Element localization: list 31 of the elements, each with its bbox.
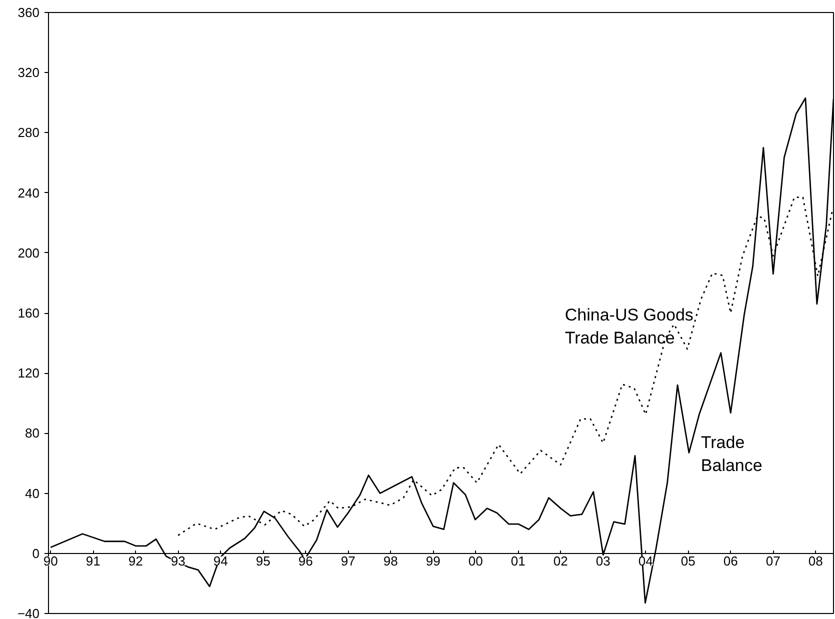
- series-label: Trade Balance: [700, 433, 762, 475]
- x-tick-label: 00: [468, 553, 483, 568]
- y-tick-label: 320: [18, 65, 40, 80]
- y-tick-label: 0: [32, 546, 40, 561]
- y-tick-label: 80: [25, 426, 40, 441]
- y-tick-label: 160: [18, 306, 40, 320]
- x-tick-label: 90: [43, 553, 58, 568]
- x-tick-label: 03: [596, 553, 610, 568]
- x-tick-label: 91: [86, 553, 100, 568]
- x-tick-label: 07: [766, 553, 780, 568]
- y-tick-label: 240: [18, 185, 40, 200]
- y-tick-label: 40: [25, 486, 40, 501]
- x-tick-label: 08: [808, 553, 823, 568]
- x-tick-label: 04: [638, 553, 653, 568]
- x-tick-label: 99: [426, 553, 440, 568]
- x-tick-label: 94: [213, 553, 228, 568]
- y-tick-label: 120: [18, 366, 40, 381]
- x-tick-label: 95: [256, 553, 270, 568]
- y-tick-label: 200: [18, 245, 40, 260]
- y-tick-label: −40: [17, 606, 40, 619]
- x-tick-label: 01: [510, 553, 526, 568]
- x-tick-label: 97: [340, 553, 356, 568]
- x-tick-label: 93: [170, 553, 186, 568]
- x-tick-label: 05: [680, 553, 696, 568]
- x-tick-label: 98: [383, 553, 398, 568]
- y-tick-label: 280: [18, 125, 40, 140]
- y-tick-label: 360: [18, 5, 40, 20]
- x-tick-label: 02: [553, 553, 568, 568]
- series-label: China-US Goods Trade Balance: [564, 305, 694, 348]
- x-tick-label: 06: [723, 553, 738, 568]
- x-tick-label: 92: [128, 553, 143, 568]
